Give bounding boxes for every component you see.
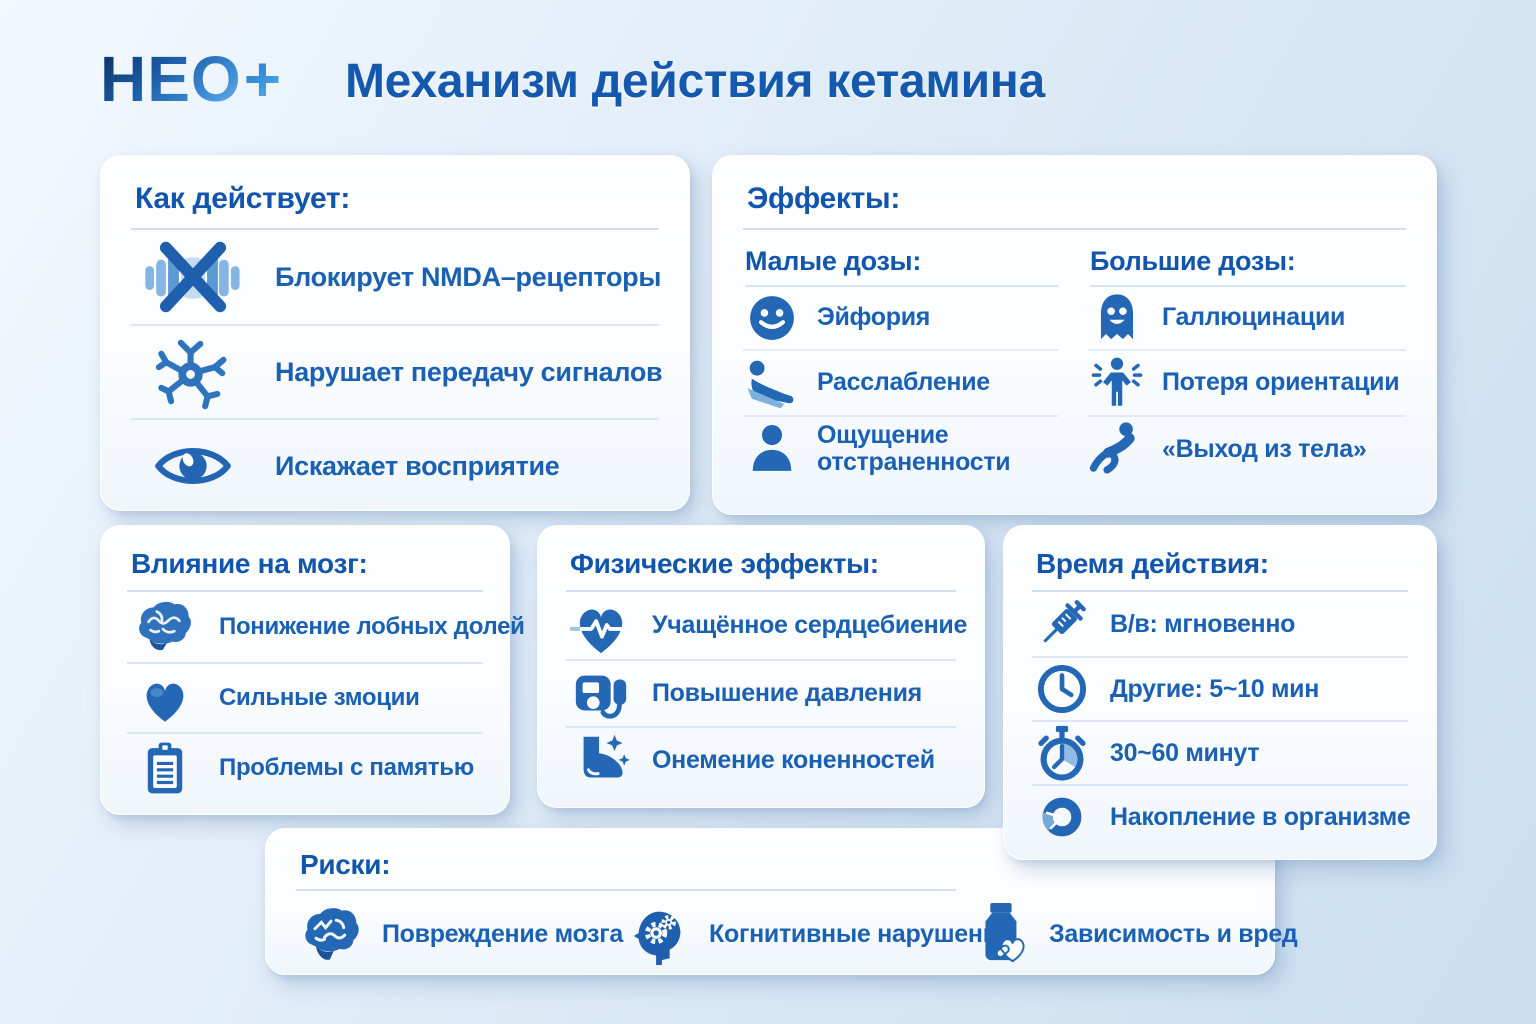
card-heading: Влияние на мозг: bbox=[127, 542, 483, 592]
item-label: Искажает восприятие bbox=[275, 450, 560, 481]
card-heading: Время действия: bbox=[1032, 542, 1408, 592]
item-label: Расслабление bbox=[817, 368, 990, 397]
pill-bottle-icon bbox=[963, 901, 1035, 967]
logo-text: НЕО bbox=[100, 43, 242, 115]
list-item: В/в: мгновенно bbox=[1032, 592, 1408, 656]
brain-icon bbox=[127, 597, 203, 657]
card-brain-influence: Влияние на мозг: Понижение лобных долей bbox=[100, 525, 525, 815]
heading-divider bbox=[296, 889, 956, 891]
list-item: Эйфория bbox=[743, 287, 1058, 349]
heart-icon bbox=[127, 670, 203, 726]
list-item: Расслабление bbox=[743, 349, 1058, 415]
nmda-receptor-blocked-icon bbox=[131, 238, 255, 316]
item-label: Проблемы с памятью bbox=[219, 754, 474, 781]
clock-icon bbox=[1032, 662, 1092, 716]
card-risks: Риски: Повреждение мозга bbox=[265, 828, 1298, 975]
item-label: Другие: 5~10 мин bbox=[1110, 674, 1320, 703]
smiley-face-icon bbox=[743, 291, 801, 345]
card-heading: Эффекты: bbox=[743, 176, 1406, 230]
list-item: Искажает восприятие bbox=[131, 418, 659, 512]
list-item: Онемение коненностей bbox=[566, 726, 956, 793]
small-doses-column: Малые дозы: Эйфория bbox=[743, 230, 1058, 483]
card-heading: Как действует: bbox=[131, 176, 659, 230]
card-physical-effects: Физические эффекты: Учащённое сердцебиен… bbox=[537, 525, 985, 808]
list-item: Повышение давления bbox=[566, 659, 956, 726]
column-subheading: Малые дозы: bbox=[745, 246, 1058, 287]
disoriented-person-icon bbox=[1088, 355, 1146, 411]
item-label: Нарушает передачу сигналов bbox=[275, 356, 663, 387]
card-heading: Риски: bbox=[300, 849, 391, 880]
item-label: Сильные змоции bbox=[219, 684, 420, 711]
card-duration: Время действия: В/в: мгновенно Др bbox=[1003, 525, 1437, 860]
item-label: 30~60 минут bbox=[1110, 738, 1260, 767]
item-label: Зависимость и вред bbox=[1049, 919, 1298, 948]
page-title: Механизм действия кетамина bbox=[345, 55, 1045, 108]
item-label: Повреждение мозга bbox=[382, 919, 624, 948]
list-item: 30~60 минут bbox=[1032, 720, 1408, 784]
list-item: Когнитивные нарушения bbox=[623, 901, 1012, 967]
blood-pressure-monitor-icon bbox=[566, 664, 636, 724]
item-label: Онемение коненностей bbox=[652, 746, 935, 774]
item-label: Когнитивные нарушения bbox=[709, 919, 1013, 948]
list-item: «Выход из тела» bbox=[1088, 415, 1406, 483]
large-doses-column: Большие дозы: Галлюцинации bbox=[1088, 230, 1406, 483]
item-label: В/в: мгновенно bbox=[1110, 609, 1296, 638]
column-subheading: Большие дозы: bbox=[1090, 246, 1406, 287]
reclining-person-icon bbox=[743, 355, 801, 411]
item-label: Учащённое сердцебиение bbox=[652, 611, 968, 639]
list-item: Учащённое сердцебиение bbox=[566, 592, 967, 659]
neuron-icon bbox=[131, 333, 255, 411]
item-label: Повышение давления bbox=[652, 679, 922, 707]
neo-plus-logo: НЕО + bbox=[100, 42, 282, 116]
item-label: Понижение лобных долей bbox=[219, 613, 525, 640]
item-label: Блокирует NMDA–рецепторы bbox=[275, 261, 662, 292]
clipboard-icon bbox=[127, 738, 203, 798]
list-item: Проблемы с памятью bbox=[127, 732, 483, 802]
list-item: Понижение лобных долей bbox=[127, 592, 525, 662]
item-label: Галлюцинации bbox=[1162, 303, 1346, 332]
list-item: Потеря ориентации bbox=[1088, 349, 1406, 415]
person-bust-icon bbox=[743, 421, 801, 477]
list-item: Другие: 5~10 мин bbox=[1032, 656, 1408, 720]
list-item: Ощущение отстраненности bbox=[743, 415, 1058, 481]
item-label: Накопление в организме bbox=[1110, 802, 1411, 831]
item-label: Потеря ориентации bbox=[1162, 368, 1400, 397]
list-item: Повреждение мозга bbox=[296, 903, 623, 965]
card-heading: Физические эффекты: bbox=[566, 542, 956, 592]
heart-pulse-icon bbox=[566, 597, 636, 655]
donut-chart-icon bbox=[1032, 790, 1092, 844]
card-effects: Эффекты: Малые дозы: Эйфория bbox=[712, 155, 1437, 515]
list-item: Сильные змоции bbox=[127, 662, 483, 732]
list-item: Накопление в организме bbox=[1032, 784, 1411, 848]
list-item: Нарушает передачу сигналов bbox=[131, 324, 663, 418]
item-label: «Выход из тела» bbox=[1162, 435, 1367, 464]
stopwatch-icon bbox=[1032, 725, 1092, 781]
damaged-brain-icon bbox=[296, 903, 368, 965]
logo-plus-icon: + bbox=[243, 43, 283, 115]
item-label: Эйфория bbox=[817, 303, 931, 332]
numb-foot-icon bbox=[566, 731, 636, 791]
item-label: Ощущение отстраненности bbox=[817, 420, 1011, 476]
eye-icon bbox=[131, 435, 255, 497]
syringe-icon bbox=[1032, 596, 1092, 652]
list-item: Блокирует NMDA–рецепторы bbox=[131, 230, 662, 324]
head-gears-icon bbox=[623, 901, 695, 967]
list-item: Зависимость и вред bbox=[963, 901, 1298, 967]
card-how-it-works: Как действует: Блокирует NMDA–рецепторы bbox=[100, 155, 690, 511]
list-item: Галлюцинации bbox=[1088, 287, 1406, 349]
floating-person-icon bbox=[1088, 421, 1146, 479]
ghost-icon bbox=[1088, 291, 1146, 345]
